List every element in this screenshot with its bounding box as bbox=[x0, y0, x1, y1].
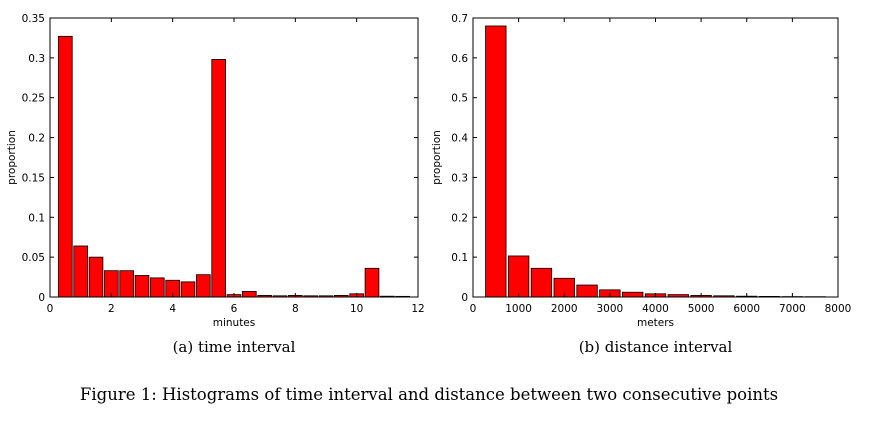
x-tick-label: 7000 bbox=[779, 303, 806, 315]
x-tick-label: 2000 bbox=[551, 303, 578, 315]
figure-caption: Figure 1: Histograms of time interval an… bbox=[80, 385, 778, 404]
plot-frame bbox=[49, 17, 419, 298]
bar bbox=[507, 255, 530, 298]
x-tick-label: 8000 bbox=[825, 303, 852, 315]
y-tick-label: 0.4 bbox=[451, 133, 468, 145]
x-tick-label: 0 bbox=[47, 303, 54, 315]
x-axis-label: meters bbox=[637, 317, 674, 329]
x-tick-label: 4000 bbox=[642, 303, 669, 315]
y-tick-label: 0.3 bbox=[451, 172, 468, 184]
bar bbox=[576, 284, 598, 298]
x-tick-label: 4 bbox=[169, 303, 176, 315]
bar bbox=[622, 291, 644, 298]
y-tick-label: 0.7 bbox=[451, 13, 468, 25]
bar bbox=[134, 275, 150, 298]
y-tick-label: 0.25 bbox=[22, 93, 45, 105]
y-axis-label: proportion bbox=[431, 130, 443, 185]
x-axis-label: minutes bbox=[213, 317, 256, 329]
y-tick-label: 0 bbox=[38, 292, 45, 304]
bar bbox=[88, 256, 104, 298]
y-tick-label: 0 bbox=[461, 292, 468, 304]
x-tick-label: 8 bbox=[292, 303, 299, 315]
x-tick-label: 3000 bbox=[597, 303, 624, 315]
y-tick-label: 0.15 bbox=[22, 172, 45, 184]
bar bbox=[211, 59, 226, 298]
y-tick-label: 0.1 bbox=[451, 252, 468, 264]
bar bbox=[150, 277, 165, 298]
bar bbox=[196, 274, 211, 298]
bar bbox=[73, 245, 88, 298]
bar bbox=[180, 281, 196, 298]
x-tick-label: 12 bbox=[411, 303, 424, 315]
x-tick-label: 6000 bbox=[733, 303, 760, 315]
y-axis-label: proportion bbox=[6, 130, 18, 185]
bar bbox=[58, 35, 73, 298]
y-tick-label: 0.6 bbox=[451, 53, 468, 65]
y-tick-label: 0.2 bbox=[451, 212, 468, 224]
x-tick-label: 1000 bbox=[505, 303, 532, 315]
x-tick-label: 10 bbox=[350, 303, 363, 315]
plot-frame bbox=[472, 17, 839, 298]
bar bbox=[364, 267, 380, 298]
y-tick-label: 0.2 bbox=[28, 133, 45, 145]
bar bbox=[119, 270, 134, 298]
chart-distance-interval: 0 1000 2000 3000 4000 5000 6000 7000 8000 0 0.1 0.2… bbox=[431, 13, 851, 356]
y-tick-label: 0.5 bbox=[451, 93, 468, 105]
y-tick-label: 0.3 bbox=[28, 53, 45, 65]
x-tick-label: 0 bbox=[470, 303, 477, 315]
bar bbox=[485, 25, 507, 298]
subcaption: (a) time interval bbox=[173, 338, 296, 356]
chart-time-interval: 0 2 4 6 8 10 12 0 0.05 0.1 0.15 0.2 0.25 0.3 0.35 minut… bbox=[6, 13, 425, 356]
bar bbox=[530, 267, 553, 298]
x-tick-label: 2 bbox=[108, 303, 115, 315]
x-tick-label: 6 bbox=[231, 303, 238, 315]
subcaption: (b) distance interval bbox=[579, 338, 733, 356]
y-tick-label: 0.05 bbox=[22, 252, 45, 264]
y-tick-label: 0.35 bbox=[22, 13, 45, 25]
bar bbox=[242, 291, 257, 298]
x-tick-label: 5000 bbox=[688, 303, 715, 315]
y-tick-label: 0.1 bbox=[28, 212, 45, 224]
